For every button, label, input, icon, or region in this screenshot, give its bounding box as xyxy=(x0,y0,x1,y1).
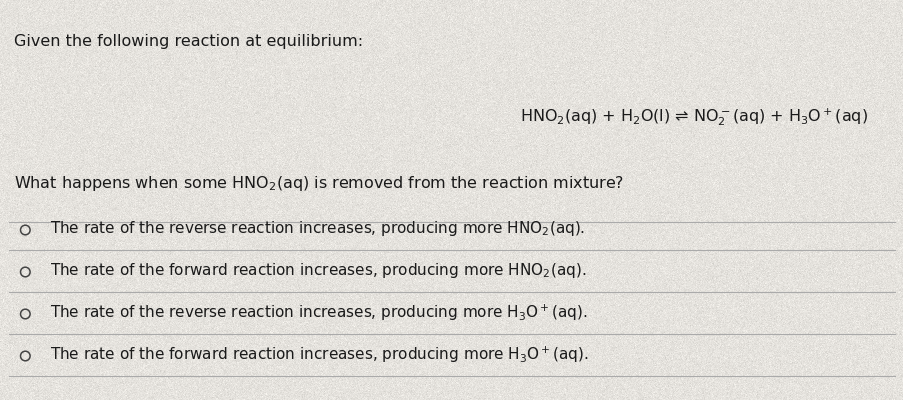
Text: HNO$_2$(aq) + H$_2$O(l) ⇌ NO$_2^-$(aq) + H$_3$O$^+$(aq): HNO$_2$(aq) + H$_2$O(l) ⇌ NO$_2^-$(aq) +… xyxy=(519,106,867,128)
Text: The rate of the reverse reaction increases, producing more HNO$_2$(aq).: The rate of the reverse reaction increas… xyxy=(50,219,584,238)
Text: The rate of the reverse reaction increases, producing more H$_3$O$^+$(aq).: The rate of the reverse reaction increas… xyxy=(50,303,587,323)
Text: Given the following reaction at equilibrium:: Given the following reaction at equilibr… xyxy=(14,34,363,49)
Text: The rate of the forward reaction increases, producing more HNO$_2$(aq).: The rate of the forward reaction increas… xyxy=(50,261,585,280)
Text: The rate of the forward reaction increases, producing more H$_3$O$^+$(aq).: The rate of the forward reaction increas… xyxy=(50,345,588,365)
Text: What happens when some HNO$_2$(aq) is removed from the reaction mixture?: What happens when some HNO$_2$(aq) is re… xyxy=(14,174,624,193)
